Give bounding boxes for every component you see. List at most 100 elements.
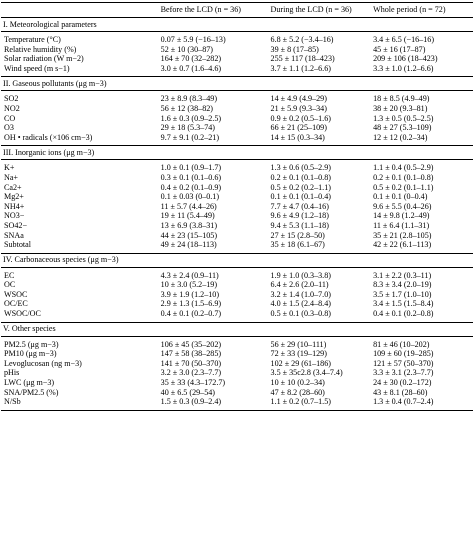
table-row: Na+ 0.3 ± 0.1 (0.1–0.6) 0.2 ± 0.1 (0.1–0.8… <box>1 173 473 183</box>
cell-value: 4.3 ± 2.4 (0.9–11) <box>160 270 219 280</box>
cell-value: 141 ± 70 (50–370) <box>160 358 222 368</box>
cell-value: 18 ± 8.5 (4.9–49) <box>373 94 430 104</box>
table-row: pHis 3.2 ± 3.0 (2.3–7.7) 3.5 ± 35c2.8 (3.4… <box>1 368 473 378</box>
row-label: WSOC <box>4 289 28 299</box>
data-table: Before the LCD (n = 36) During the LCD (… <box>1 2 473 411</box>
cell-value: 6.8 ± 5.2 (−3.4–16) <box>270 35 334 44</box>
header-cell <box>1 3 159 18</box>
header-cell: Whole period (n = 72) <box>373 5 446 15</box>
cell-value: 1.9 ± 1.0 (0.3–3.8) <box>270 270 331 280</box>
cell-value: 35 ± 18 (6.1–67) <box>270 240 325 250</box>
cell-value: 3.5 ± 1.7 (1.0–10) <box>373 289 432 299</box>
row-label: WSOC/OC <box>4 309 41 319</box>
cell-value: 1.0 ± 0.1 (0.9–1.7) <box>160 163 222 173</box>
row-label: Levoglucosan (ng m−3) <box>4 358 82 368</box>
row-label: N/Sb <box>4 397 21 407</box>
table-row: PM10 (μg m−3) 147 ± 58 (38–285) 72 ± 33 (1… <box>1 349 473 359</box>
row-label: OC/EC <box>4 299 28 309</box>
cell-value: 9.6 ± 4.9 (1.2–18) <box>270 211 329 221</box>
row-label: CO <box>4 113 16 123</box>
cell-value: 209 ± 106 (18–423) <box>373 54 438 64</box>
section-title: I. Meteorological parameters <box>3 19 97 29</box>
row-label: OC <box>4 280 16 290</box>
table-row: Levoglucosan (ng m−3) 141 ± 70 (50–370) 10… <box>1 359 473 369</box>
cell-value: 81 ± 46 (10–202) <box>373 339 430 349</box>
cell-value: 3.2 ± 3.0 (2.3–7.7) <box>160 368 222 378</box>
table-row: SO2 23 ± 8.9 (8.3–49) 14 ± 4.9 (4.9–29) 18 … <box>1 94 473 104</box>
cell-value: 66 ± 21 (25–109) <box>270 123 327 133</box>
cell-value: 3.4 ± 6.5 (−16–16) <box>373 35 435 44</box>
section-header-row: II. Gaseous pollutants (μg m−3) <box>1 76 473 91</box>
cell-value: 35 ± 33 (4.3–172.7) <box>160 378 226 388</box>
cell-value: 3.1 ± 2.2 (0.3–11) <box>373 270 432 280</box>
cell-value: 3.7 ± 1.1 (1.2–6.6) <box>270 63 331 73</box>
cell-value: 56 ± 12 (38–82) <box>160 103 213 113</box>
cell-value: 109 ± 60 (19–285) <box>373 349 434 359</box>
spacer-row <box>1 407 473 411</box>
section-title: IV. Carbonaceous species (μg m−3) <box>3 255 119 265</box>
section-header-row: V. Other species <box>1 322 473 337</box>
header-cell: During the LCD (n = 36) <box>270 5 352 15</box>
row-label: Relative humidity (%) <box>4 44 77 54</box>
cell-value: 2.9 ± 1.3 (1.5–6.9) <box>160 299 222 309</box>
table-row: Temperature (°C) 0.07 ± 5.9 (−16–13) 6.8 ±… <box>1 35 473 45</box>
cell-value: 255 ± 117 (18–423) <box>270 54 335 64</box>
cell-value: 0.1 ± 0.03 (0–0.1) <box>160 192 220 202</box>
cell-value: 24 ± 30 (0.2–172) <box>373 378 432 388</box>
table-row: NO2 56 ± 12 (38–82) 21 ± 5.9 (9.3–34) 38 ± … <box>1 104 473 114</box>
cell-value: 11 ± 6.4 (1.1–31) <box>373 220 430 230</box>
cell-value: 42 ± 22 (6.1–113) <box>373 240 432 250</box>
cell-value: 12 ± 12 (0.2–34) <box>373 132 428 142</box>
cell-value: 29 ± 18 (5.3–74) <box>160 123 216 133</box>
row-label: PM10 (μg m−3) <box>4 349 57 359</box>
header-cell: Before the LCD (n = 36) <box>160 5 241 15</box>
cell-value: 3.4 ± 1.5 (1.5–8.4) <box>373 299 434 309</box>
cell-value: 1.6 ± 0.3 (0.9–2.5) <box>160 113 222 123</box>
table-row: K+ 1.0 ± 0.1 (0.9–1.7) 1.3 ± 0.6 (0.5–2.9)… <box>1 163 473 173</box>
cell-value: 47 ± 8.2 (28–60) <box>270 387 325 397</box>
cell-value: 48 ± 27 (5.3–109) <box>373 123 432 133</box>
row-label: PM2.5 (μg m−3) <box>4 339 59 349</box>
cell-value: 23 ± 8.9 (8.3–49) <box>160 94 218 104</box>
row-label: NO2 <box>4 103 20 113</box>
cell-value: 11 ± 5.7 (4.4–26) <box>160 201 217 211</box>
row-label: Wind speed (m s−1) <box>4 63 70 73</box>
cell-value: 43 ± 8.1 (28–60) <box>373 387 428 397</box>
cell-value: 14 ± 15 (0.3–34) <box>270 132 325 142</box>
cell-value: 147 ± 58 (38–285) <box>160 349 222 359</box>
cell-value: 45 ± 16 (17–87) <box>373 44 426 54</box>
cell-value: 39 ± 8 (17–85) <box>270 44 319 54</box>
row-label: SNAa <box>4 230 24 240</box>
cell-value: 1.3 ± 0.5 (0.5–2.5) <box>373 113 434 123</box>
row-label: Mg2+ <box>4 192 24 202</box>
cell-value: 1.1 ± 0.2 (0.7–1.5) <box>270 397 331 407</box>
row-label: SNA/PM2.5 (%) <box>4 387 59 397</box>
table-row: NH4+ 11 ± 5.7 (4.4–26) 7.7 ± 4.7 (0.4–16) 9… <box>1 202 473 212</box>
cell-value: 44 ± 23 (15–105) <box>160 230 218 240</box>
cell-value: 3.5 ± 35c2.8 (3.4–7.4) <box>270 368 343 378</box>
table-row: OH • radicals (×106 cm−3) 9.7 ± 9.1 (0.2–… <box>1 133 473 143</box>
cell-value: 3.3 ± 1.0 (1.2–6.6) <box>373 63 434 73</box>
row-label: OH • radicals (×106 cm−3) <box>4 132 93 142</box>
table-row: Wind speed (m s−1) 3.0 ± 0.7 (1.6–4.6) 3.7… <box>1 64 473 74</box>
row-label: SO2 <box>4 94 19 104</box>
cell-value: 14 ± 9.8 (1.2–49) <box>373 211 430 221</box>
row-label: Temperature (°C) <box>4 35 61 44</box>
table-row: O3 29 ± 18 (5.3–74) 66 ± 21 (25–109) 48 ± 2… <box>1 123 473 133</box>
cell-value: 19 ± 11 (5.4–49) <box>160 211 215 221</box>
row-label: Na+ <box>4 172 19 182</box>
cell-value: 10 ± 10 (0.2–34) <box>270 378 325 388</box>
table-row: Solar radiation (W m−2) 164 ± 70 (32–282)… <box>1 54 473 64</box>
section-header-row: IV. Carbonaceous species (μg m−3) <box>1 253 473 268</box>
cell-value: 3.2 ± 1.4 (1.0–7.0) <box>270 289 331 299</box>
cell-value: 40 ± 6.5 (29–54) <box>160 387 216 397</box>
cell-value: 27 ± 15 (2.8–50) <box>270 230 325 240</box>
cell-value: 102 ± 29 (61–186) <box>270 358 331 368</box>
cell-value: 0.1 ± 0.1 (0–0.4) <box>373 192 428 202</box>
row-label: Ca2+ <box>4 182 22 192</box>
cell-value: 0.3 ± 0.1 (0.1–0.6) <box>160 172 222 182</box>
row-label: SO42− <box>4 220 28 230</box>
row-label: NO3− <box>4 211 25 221</box>
cell-value: 1.1 ± 0.4 (0.5–2.9) <box>373 163 434 173</box>
cell-value: 1.3 ± 0.6 (0.5–2.9) <box>270 163 331 173</box>
